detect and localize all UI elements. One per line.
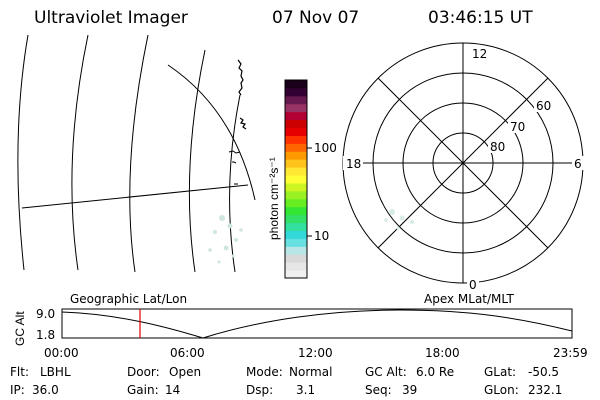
x-tick-label: 06:00 <box>170 346 205 360</box>
colorbar-band <box>285 151 307 160</box>
map-grid-line <box>21 184 249 209</box>
colorbar-band <box>285 222 307 231</box>
x-tick-label: 00:00 <box>44 346 79 360</box>
lat-label-80: 80 <box>490 140 505 154</box>
geographic-title: Geographic Lat/Lon <box>70 292 187 306</box>
colorbar-band <box>285 238 307 247</box>
colorbar-band <box>285 167 307 176</box>
colorbar-band <box>285 214 307 224</box>
colorbar-band <box>285 80 307 89</box>
x-tick-label: 18:00 <box>425 346 460 360</box>
colorbar-band <box>285 175 307 184</box>
ip-label: IP: <box>10 383 25 397</box>
geographic-map <box>17 34 256 273</box>
glon-value: 232.1 <box>528 383 563 397</box>
gcalt-value: 6.0 Re <box>416 365 455 379</box>
colorbar-band <box>285 206 307 216</box>
altitude-curve <box>61 309 573 339</box>
colorbar-band <box>285 254 307 263</box>
gcalt-label: GC Alt: <box>365 365 407 379</box>
lat-label-70: 70 <box>510 120 525 134</box>
seq-label: Seq: <box>365 383 392 397</box>
coastline <box>232 161 237 164</box>
colorbar-tick-label: 10 <box>314 229 329 243</box>
colorbar-tick-label: 100 <box>314 141 337 155</box>
colorbar-band <box>285 119 307 129</box>
lat-label-60: 60 <box>536 99 551 113</box>
colorbar-band <box>285 198 307 208</box>
colorbar-band <box>285 111 307 121</box>
ip-value: 36.0 <box>32 383 59 397</box>
map-grid-line <box>17 34 29 271</box>
colorbar-band <box>285 270 307 279</box>
mlt-label-18: 18 <box>346 157 361 171</box>
aurora-speckle-polar <box>384 209 414 230</box>
coastline <box>237 59 244 96</box>
polar-plot <box>342 42 584 284</box>
colorbar-band <box>285 246 307 255</box>
mlt-label-0: 0 <box>469 278 477 292</box>
door-value: Open <box>169 365 202 379</box>
colorbar-frame <box>284 79 308 279</box>
x-tick-label: 23:59 <box>553 346 588 360</box>
colorbar-band <box>285 135 307 144</box>
mlt-label-12: 12 <box>472 47 487 61</box>
flt-label: Flt: <box>10 365 29 379</box>
colorbar-band <box>285 182 307 192</box>
time-label: 03:46:15 UT <box>428 8 533 28</box>
door-label: Door: <box>127 365 160 379</box>
mode-label: Mode: <box>246 365 283 379</box>
mode-value: Normal <box>289 365 333 379</box>
dsp-value: 3.1 <box>296 383 316 397</box>
gain-value: 14 <box>165 383 181 397</box>
glat-value: -50.5 <box>528 365 560 379</box>
glon-label: GLon: <box>484 383 519 397</box>
glat-label: GLat: <box>484 365 517 379</box>
date-label: 07 Nov 07 <box>272 8 360 28</box>
coastline <box>228 150 241 154</box>
seq-value: 39 <box>402 383 418 397</box>
map-grid-line <box>71 34 89 271</box>
colorbar-band <box>285 143 307 152</box>
polar-axis-diagonal <box>377 77 549 249</box>
colorbar-band <box>285 127 307 136</box>
colorbar-unit-label: photon cm⁻²s⁻¹ <box>267 157 281 240</box>
y-axis-label: GC Alt <box>13 311 27 346</box>
colorbar-band <box>285 262 307 271</box>
dsp-label: Dsp: <box>246 383 274 397</box>
altitude-plot-frame <box>61 308 573 339</box>
aurora-speckle-map <box>208 215 243 264</box>
colorbar-band <box>285 103 307 113</box>
y-tick-label: 1.8 <box>36 328 55 342</box>
colorbar-band <box>285 87 307 97</box>
colorbar-band <box>285 230 307 239</box>
flt-value: LBHL <box>40 365 71 379</box>
coastline <box>239 117 247 130</box>
colorbar-band <box>285 159 307 168</box>
map-grid-line <box>129 34 149 273</box>
instrument-title: Ultraviolet Imager <box>34 8 188 28</box>
x-tick-label: 12:00 <box>298 346 333 360</box>
colorbar-band <box>285 190 307 200</box>
colorbar-band <box>285 95 307 105</box>
colorbar <box>285 80 307 279</box>
map-grid-line <box>229 94 241 273</box>
mlt-label-6: 6 <box>574 157 582 171</box>
map-grid-line <box>167 64 256 201</box>
apex-title: Apex MLat/MLT <box>424 292 514 306</box>
y-tick-label: 9.0 <box>36 307 55 321</box>
gain-label: Gain: <box>127 383 159 397</box>
map-grid-line <box>188 49 206 273</box>
